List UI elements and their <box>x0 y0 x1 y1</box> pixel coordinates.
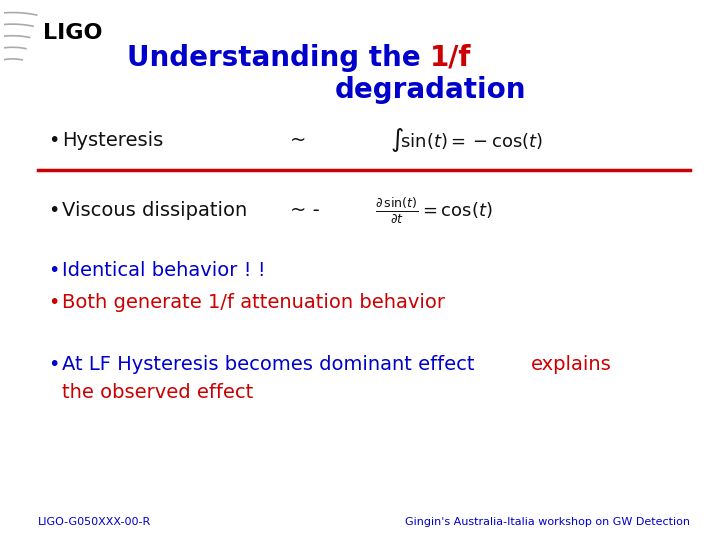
Text: $\frac{\partial\,\sin(t)}{\partial t} = \cos(t)$: $\frac{\partial\,\sin(t)}{\partial t} = … <box>375 195 492 225</box>
Text: Gingin's Australia-Italia workshop on GW Detection: Gingin's Australia-Italia workshop on GW… <box>405 517 690 527</box>
Text: At LF Hysteresis becomes dominant effect: At LF Hysteresis becomes dominant effect <box>62 355 474 375</box>
Text: ~ -: ~ - <box>290 200 320 219</box>
Text: •: • <box>48 355 59 375</box>
Text: LIGO-G050XXX-00-R: LIGO-G050XXX-00-R <box>38 517 151 527</box>
Text: LIGO: LIGO <box>43 23 102 43</box>
Text: degradation: degradation <box>334 76 526 104</box>
Text: Identical behavior ! !: Identical behavior ! ! <box>62 260 266 280</box>
Text: 1/f: 1/f <box>430 44 472 72</box>
Text: •: • <box>48 294 59 313</box>
Text: •: • <box>48 200 59 219</box>
Text: $\int\!\sin(t) = -\cos(t)$: $\int\!\sin(t) = -\cos(t)$ <box>390 126 543 154</box>
Text: ~: ~ <box>290 131 307 150</box>
Text: •: • <box>48 260 59 280</box>
Text: Both generate 1/f attenuation behavior: Both generate 1/f attenuation behavior <box>62 294 445 313</box>
Text: Viscous dissipation: Viscous dissipation <box>62 200 247 219</box>
Text: the observed effect: the observed effect <box>62 382 253 402</box>
Text: •: • <box>48 131 59 150</box>
Text: explains: explains <box>531 355 612 375</box>
Text: Understanding the: Understanding the <box>127 44 430 72</box>
Text: Hysteresis: Hysteresis <box>62 131 163 150</box>
